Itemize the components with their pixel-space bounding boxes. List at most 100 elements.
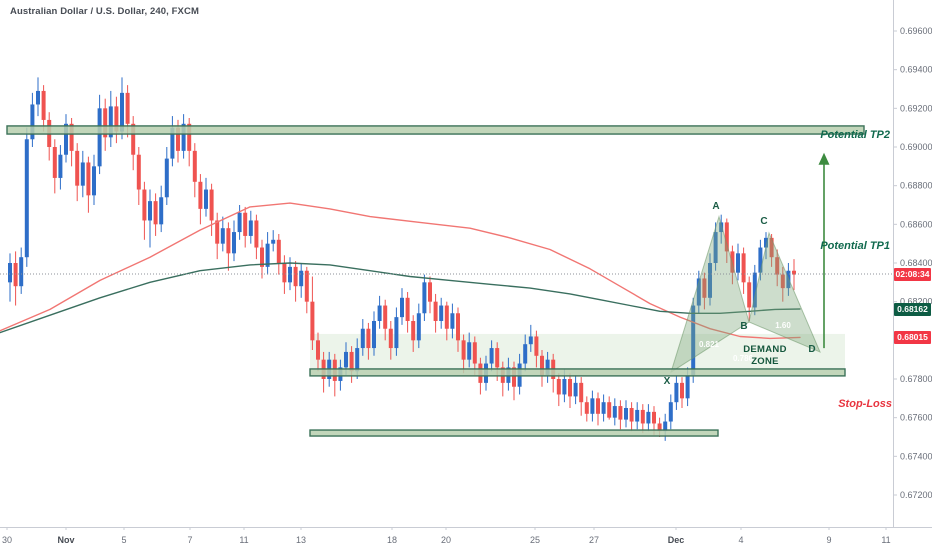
price-tick-label[interactable]: 0.68200 <box>900 297 932 307</box>
pattern-point-label-a: A <box>712 201 719 212</box>
time-tick-label[interactable]: 27 <box>589 535 599 545</box>
resistance-band-tp2[interactable] <box>6 125 865 135</box>
time-tick-label[interactable]: 11 <box>239 535 248 545</box>
candle-body <box>696 278 701 306</box>
time-tick-label[interactable]: 30 <box>2 535 12 545</box>
support-resistance-bands-layer[interactable] <box>6 125 865 437</box>
candle-body <box>108 106 113 138</box>
time-tick-label[interactable]: Nov <box>57 535 74 545</box>
pattern-point-label-b: B <box>740 321 747 332</box>
candle-body <box>366 328 371 349</box>
price-tick-label[interactable]: 0.69200 <box>900 103 932 113</box>
demand-zone-fill-layer <box>310 333 845 369</box>
time-tick-label[interactable]: 18 <box>387 535 397 545</box>
ma-green-price-badge: 0.68162 <box>894 303 931 316</box>
candle-body <box>467 342 472 360</box>
candle-body <box>495 348 500 368</box>
candle-body <box>349 351 354 372</box>
candle-body <box>752 272 757 308</box>
pattern-triangle-xab[interactable] <box>670 214 750 374</box>
candle-body <box>724 222 729 252</box>
projection-arrow <box>818 152 830 349</box>
candle-body <box>30 104 35 140</box>
candle-body <box>713 232 718 263</box>
candle-body <box>596 398 600 414</box>
time-tick-label[interactable]: 5 <box>121 535 126 545</box>
candle-body <box>52 147 57 178</box>
candle-body <box>629 408 634 422</box>
candle-body <box>674 382 679 403</box>
moving-averages-layer <box>0 202 801 340</box>
demand-zone-area <box>310 333 845 369</box>
candle-body <box>741 253 746 283</box>
candle-body <box>758 247 763 273</box>
candle-body <box>360 328 365 349</box>
bar-countdown-badge: 02:08:34 <box>894 268 931 281</box>
price-tick-label[interactable]: 0.67800 <box>900 374 932 384</box>
candle-body <box>36 90 40 105</box>
price-tick-label[interactable]: 0.68800 <box>900 181 932 191</box>
candle-body <box>640 409 645 424</box>
candle-body <box>260 247 264 267</box>
candle-body <box>198 181 203 209</box>
candle-body <box>170 127 175 159</box>
candle-body <box>276 239 281 263</box>
time-tick-label[interactable]: Dec <box>668 535 685 545</box>
candle-body <box>405 297 410 321</box>
candle-body <box>299 270 304 287</box>
pattern-point-label-x: X <box>664 376 671 387</box>
ma-red-price-badge: 0.68015 <box>894 331 931 344</box>
candle-body <box>764 237 768 248</box>
time-tick-label[interactable]: 4 <box>738 535 743 545</box>
xabcd-pattern-layer[interactable]: X A B C D 0.821 0.786 1.60 <box>664 201 821 387</box>
price-tick-label[interactable]: 0.69000 <box>900 142 932 152</box>
demand-support-band[interactable] <box>309 368 846 377</box>
price-tick-label[interactable]: 0.69400 <box>900 65 932 75</box>
candle-body <box>344 351 348 368</box>
time-tick-label[interactable]: 7 <box>187 535 192 545</box>
candle-body <box>422 282 427 314</box>
candle-body <box>540 355 544 376</box>
candle-body <box>19 257 24 287</box>
candles-layer <box>8 77 796 441</box>
time-tick-label[interactable]: 20 <box>441 535 451 545</box>
ma-red-line <box>0 202 801 340</box>
candle-body <box>13 263 18 287</box>
candle-body <box>394 317 399 349</box>
candle-body <box>411 321 416 341</box>
price-tick-label[interactable]: 0.68400 <box>900 258 932 268</box>
candle-body <box>769 237 774 258</box>
candle-body <box>372 321 376 349</box>
candle-body <box>618 406 623 420</box>
pattern-point-label-c: C <box>760 216 767 227</box>
candle-body <box>568 379 572 397</box>
candle-body <box>579 382 584 403</box>
lower-support-band[interactable] <box>309 429 719 437</box>
candle-body <box>624 408 628 420</box>
candle-body <box>41 90 46 120</box>
time-tick-label[interactable]: 13 <box>296 535 306 545</box>
price-tick-label[interactable]: 0.67600 <box>900 413 932 423</box>
candle-body <box>528 336 533 345</box>
price-tick-label[interactable]: 0.68600 <box>900 219 932 229</box>
price-tick-label[interactable]: 0.67200 <box>900 490 932 500</box>
time-tick-label[interactable]: 9 <box>826 535 831 545</box>
candle-body <box>293 266 298 287</box>
candle-body <box>288 266 292 283</box>
price-tick-label[interactable]: 0.69600 <box>900 26 932 36</box>
candle-body <box>159 197 164 225</box>
pattern-triangle-bcd[interactable] <box>748 231 821 353</box>
candle-body <box>131 123 136 155</box>
candle-body <box>64 123 68 155</box>
candle-body <box>545 359 550 376</box>
candle-body <box>747 282 752 308</box>
time-tick-label[interactable]: 11 <box>881 535 890 545</box>
time-tick-label[interactable]: 25 <box>530 535 540 545</box>
candle-body <box>248 220 253 236</box>
candle-body <box>612 406 617 418</box>
candle-body <box>461 340 466 360</box>
price-tick-label[interactable]: 0.67400 <box>900 451 932 461</box>
candle-body <box>176 127 180 151</box>
